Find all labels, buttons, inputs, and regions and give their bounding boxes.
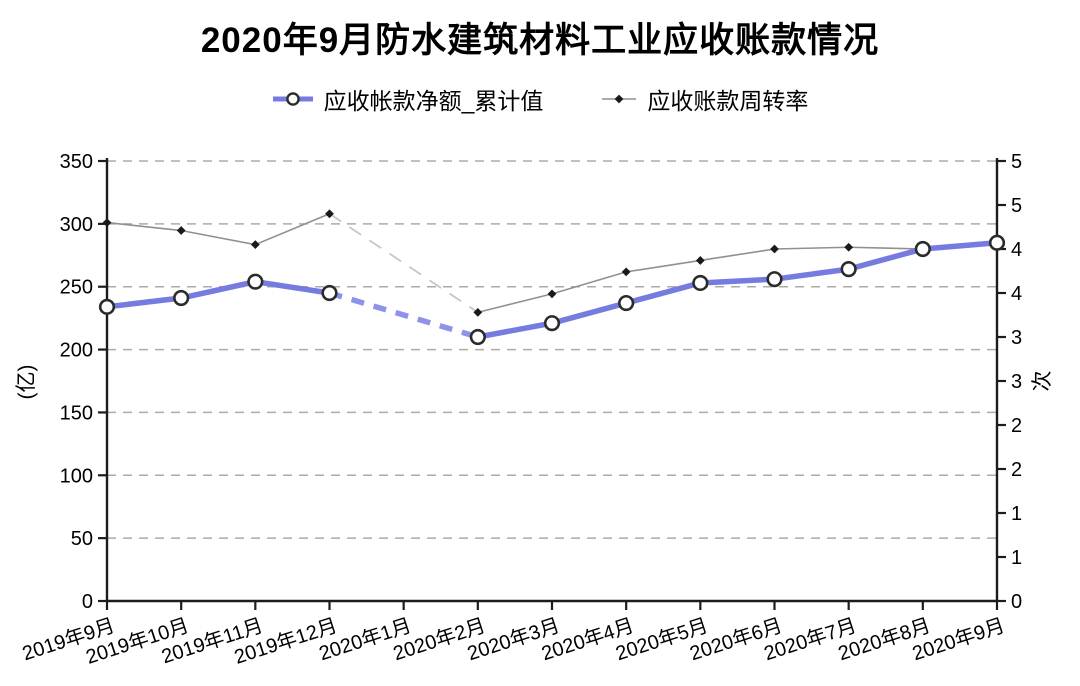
svg-text:200: 200 <box>60 340 93 362</box>
chart-title: 2020年9月防水建筑材料工业应收账款情况 <box>200 21 880 60</box>
series-net-receivables <box>106 239 998 340</box>
axis-ticks <box>98 159 1006 610</box>
x-axis-labels: 2019年9月2019年10月2019年11月2019年12月2020年1月20… <box>19 614 1007 669</box>
markers-net-receivables <box>98 234 1006 346</box>
legend-item-turnover[interactable]: 应收账款周转率 <box>601 82 808 116</box>
svg-text:(亿): (亿) <box>15 365 38 400</box>
svg-text:0: 0 <box>82 591 93 613</box>
svg-text:次: 次 <box>1031 371 1054 392</box>
svg-text:300: 300 <box>60 214 93 236</box>
line-diamond-marker-icon <box>602 94 637 104</box>
svg-text:50: 50 <box>71 528 93 550</box>
svg-text:250: 250 <box>60 277 93 299</box>
series-turnover <box>106 213 998 314</box>
svg-text:5: 5 <box>1011 195 1022 217</box>
svg-text:4: 4 <box>1011 239 1022 261</box>
axis-titles: (亿) 次 <box>15 365 1054 400</box>
svg-text:2: 2 <box>1011 459 1022 481</box>
svg-text:3: 3 <box>1011 371 1022 393</box>
legend-label-turnover: 应收账款周转率 <box>647 88 809 114</box>
svg-text:1: 1 <box>1011 503 1022 525</box>
svg-text:1: 1 <box>1011 547 1022 569</box>
legend-label-net-receivables: 应收帐款净额_累计值 <box>323 88 544 114</box>
line-circle-marker-icon <box>272 92 313 106</box>
svg-text:5: 5 <box>1011 151 1022 173</box>
gridlines <box>107 160 997 539</box>
svg-text:100: 100 <box>60 465 93 487</box>
svg-text:0: 0 <box>1011 591 1022 613</box>
svg-text:2: 2 <box>1011 415 1022 437</box>
svg-text:4: 4 <box>1011 283 1022 305</box>
svg-text:3: 3 <box>1011 327 1022 349</box>
legend-item-net-receivables[interactable]: 应收帐款净额_累计值 <box>272 82 544 116</box>
legend: 应收帐款净额_累计值 应收账款周转率 <box>0 82 1080 116</box>
svg-text:150: 150 <box>60 402 93 424</box>
axis-tick-labels: 0 50 100 150 200 250 300 350 0 1 1 2 2 3 3 4 4 5 5 <box>60 151 1023 613</box>
svg-text:350: 350 <box>60 151 93 173</box>
